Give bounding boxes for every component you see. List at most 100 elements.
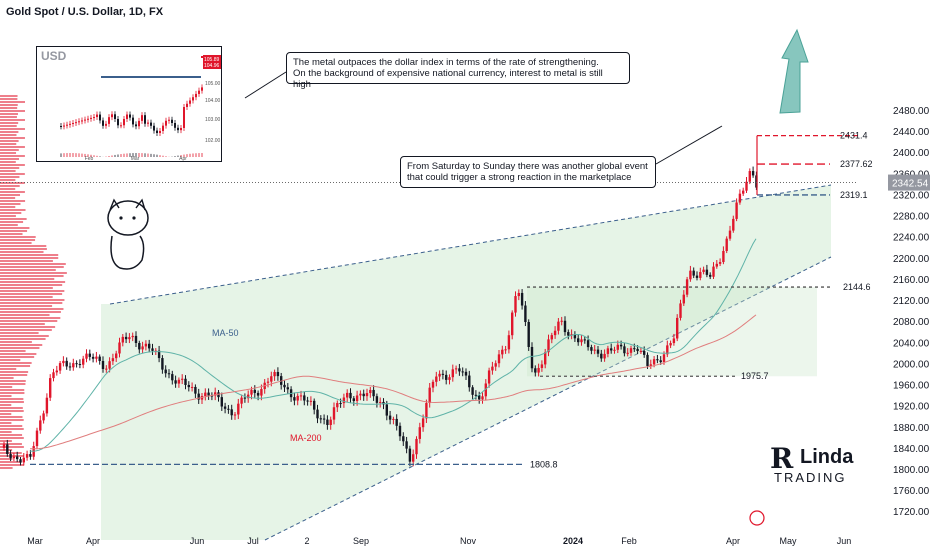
candle-body (607, 348, 609, 354)
y-tick-label: 2440.00 (893, 127, 930, 138)
candle-body (254, 390, 256, 393)
candle-body (580, 339, 582, 342)
inset-volume-bar (150, 154, 152, 157)
candle-body (89, 354, 91, 357)
volume-profile-bar (0, 416, 22, 418)
candle-body (23, 458, 25, 463)
x-tick-label: 2 (304, 536, 309, 546)
candle-body (412, 454, 414, 461)
volume-profile-bar (0, 347, 39, 349)
volume-profile-bar (0, 428, 24, 430)
candle-body (29, 454, 31, 457)
volume-profile-bar (0, 227, 29, 229)
candle-body (118, 342, 120, 353)
volume-profile-bar (0, 401, 24, 403)
volume-profile-bar (0, 269, 56, 271)
inset-candle-body (81, 120, 83, 121)
candle-body (346, 393, 348, 398)
candle-body (732, 219, 734, 231)
volume-profile-bar (0, 263, 66, 265)
accumulation-zone (527, 287, 817, 376)
volume-profile-bar (0, 419, 24, 421)
inset-candle-body (135, 124, 137, 126)
candle-body (151, 348, 153, 350)
inset-candle-body (90, 118, 92, 119)
volume-profile-bar (0, 356, 34, 358)
candle-body (465, 372, 467, 376)
inset-candle-body (93, 117, 95, 118)
level-label: 2144.6 (843, 282, 871, 292)
candle-body (178, 380, 180, 384)
candle-body (689, 271, 691, 280)
candle-body (168, 373, 170, 374)
volume-profile-bar (0, 260, 53, 262)
inset-volume-bar (66, 153, 68, 157)
callout-top: The metal outpaces the dollar index in t… (286, 52, 630, 84)
inset-candle-body (171, 120, 173, 123)
inset-volume-bar (153, 154, 155, 157)
candle-body (600, 354, 602, 359)
inset-volume-bar (72, 153, 74, 157)
candle-body (693, 271, 695, 276)
inset-candle-body (111, 114, 113, 117)
candle-body (475, 395, 477, 396)
y-tick-label: 1840.00 (893, 444, 930, 455)
candle-body (504, 349, 506, 350)
candle-body (72, 363, 74, 367)
x-tick-label: Jun (190, 536, 205, 546)
volume-profile-bar (0, 191, 25, 193)
volume-profile-bar (0, 311, 61, 313)
callout-top-pointer (245, 72, 286, 98)
candle-body (561, 321, 563, 322)
inset-candle-body (141, 115, 143, 121)
x-tick-label: Apr (726, 536, 740, 546)
candle-body (508, 335, 510, 349)
candle-body (323, 419, 325, 420)
inset-candle-body (69, 124, 71, 125)
ma-200-label: MA-200 (290, 433, 322, 443)
candle-body (495, 363, 497, 366)
candle-body (521, 293, 523, 306)
candle-body (234, 414, 236, 415)
candle-body (656, 359, 658, 360)
mascot-body (111, 236, 144, 269)
inset-volume-bar (99, 156, 101, 157)
volume-profile-bar (0, 335, 49, 337)
candle-body (376, 396, 378, 403)
callout-mid-line2: that could trigger a strong reaction in … (407, 172, 649, 183)
volume-profile-bar (0, 278, 54, 280)
inset-candle-body (72, 123, 74, 124)
candle-body (191, 387, 193, 388)
inset-candle-body (66, 125, 68, 126)
callout-middle-pointer (656, 126, 722, 164)
candle-body (643, 351, 645, 355)
inset-candle-body (180, 128, 182, 130)
volume-profile-bar (0, 95, 18, 97)
inset-candle-body (174, 123, 176, 128)
candle-body (82, 359, 84, 365)
volume-profile-bar (0, 413, 11, 415)
inset-candle-body (60, 126, 62, 127)
candle-body (372, 390, 374, 396)
volume-profile-bar (0, 155, 25, 157)
candle-body (752, 171, 754, 175)
inset-candle-body (120, 125, 122, 126)
current-price-tag-label: 2342.54 (892, 179, 929, 190)
volume-profile-bar (0, 146, 25, 148)
volume-profile-bar (0, 221, 23, 223)
candle-body (257, 393, 259, 396)
candle-body (610, 348, 612, 350)
candle-body (49, 378, 51, 398)
candle-body (333, 407, 335, 419)
candle-body (369, 390, 371, 393)
candle-body (660, 360, 662, 362)
volume-profile-bar (0, 245, 46, 247)
candle-body (557, 322, 559, 331)
candle-body (623, 346, 625, 353)
candle-body (181, 379, 183, 380)
candle-body (128, 337, 130, 339)
candle-body (432, 382, 434, 388)
level-label: 2319.1 (840, 190, 868, 200)
